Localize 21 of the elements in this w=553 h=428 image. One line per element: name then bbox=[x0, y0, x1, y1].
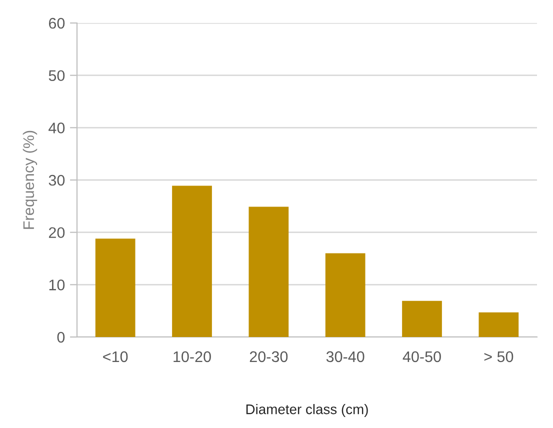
bar bbox=[172, 186, 212, 337]
y-tick-label: 20 bbox=[48, 227, 65, 238]
x-axis-title: Diameter class (cm) bbox=[246, 404, 368, 417]
y-axis-title: Frequency (%) bbox=[22, 130, 38, 229]
y-tick-label: 50 bbox=[48, 70, 65, 82]
y-tick-label: 60 bbox=[48, 18, 65, 29]
y-tick-label: 40 bbox=[48, 122, 65, 134]
y-tick-label: 10 bbox=[49, 280, 65, 290]
x-tick-label: 30-40 bbox=[326, 351, 364, 362]
x-tick-label: 20-30 bbox=[250, 351, 288, 362]
y-tick-label: 0 bbox=[57, 332, 65, 343]
bar bbox=[248, 206, 289, 337]
x-tick-label: 10-20 bbox=[174, 351, 211, 362]
bar bbox=[402, 300, 442, 337]
bar bbox=[95, 238, 136, 337]
x-tick-label: <10 bbox=[103, 351, 128, 362]
bar bbox=[325, 253, 366, 337]
x-tick-label: 40-50 bbox=[402, 351, 441, 362]
x-tick-label: > 50 bbox=[484, 351, 514, 362]
bar bbox=[478, 312, 519, 337]
y-tick-label: 30 bbox=[48, 174, 65, 186]
